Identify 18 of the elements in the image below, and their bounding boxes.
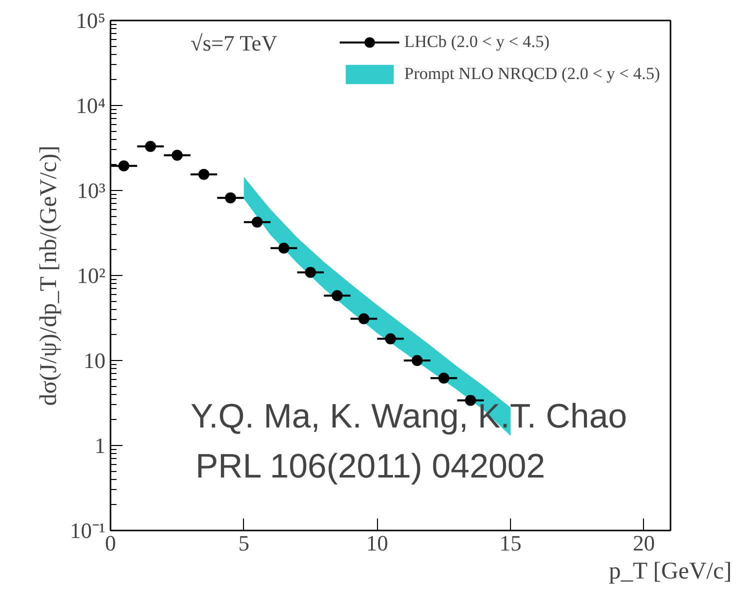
y-tick-label: 10² [76,263,106,288]
y-tick-label: 10³ [76,178,106,203]
x-tick-label: 10 [366,530,388,556]
legend-label: LHCb (2.0 < y < 4.5) [404,32,550,52]
legend-label: Prompt NLO NRQCD (2.0 < y < 4.5) [404,64,660,84]
y-tick-label: 10⁻¹ [70,518,106,543]
annotation: PRL 106(2011) 042002 [196,448,546,486]
x-axis-title: p_T [GeV/c] [608,558,732,584]
x-tick-label: 0 [105,530,116,556]
x-tick-label: 5 [238,530,250,556]
y-tick-label: 10 [84,348,106,373]
y-tick-label: 10⁴ [76,93,106,118]
x-tick-label: 15 [500,530,522,556]
annotation: √s=7 TeV [190,30,278,56]
y-axis-title: dσ(J/ψ)/dp_T [nb/(GeV/c)] [36,146,62,406]
y-tick-label: 1 [94,433,106,458]
y-tick-label: 10⁵ [76,8,106,33]
x-tick-label: 20 [632,530,655,556]
